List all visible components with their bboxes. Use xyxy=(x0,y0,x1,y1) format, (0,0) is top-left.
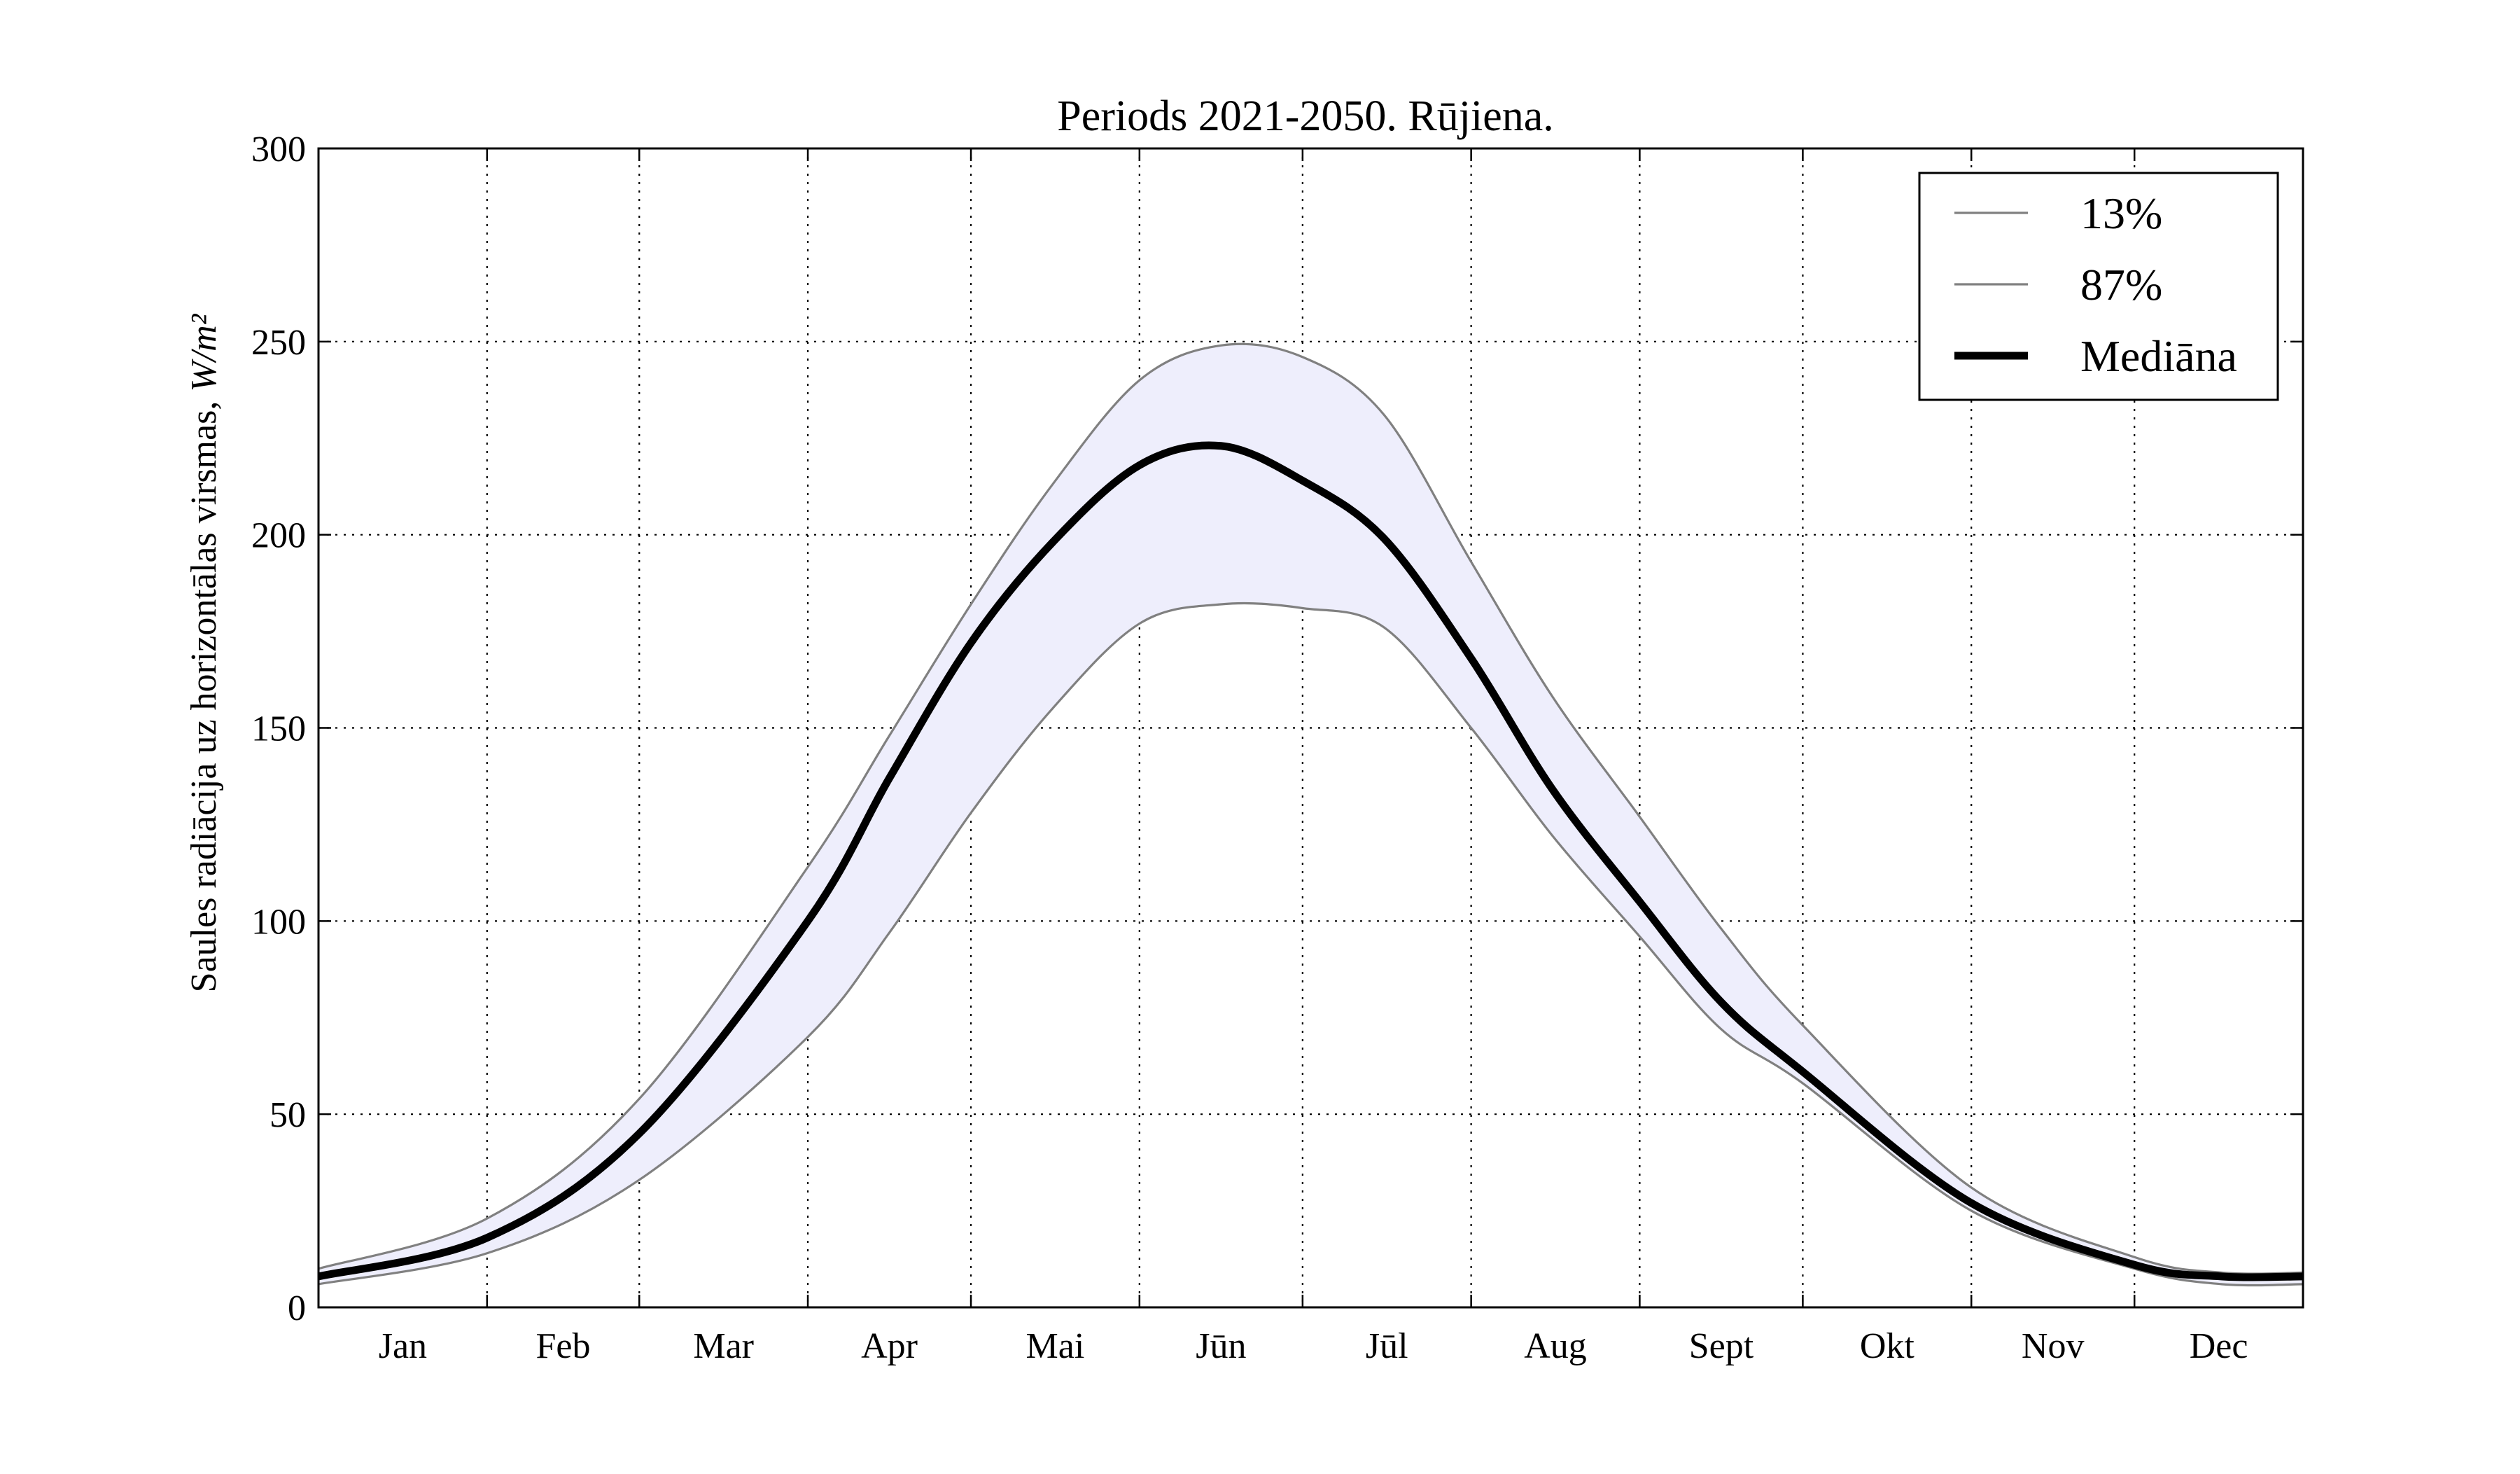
y-tick-label-0: 0 xyxy=(288,1288,306,1328)
x-tick-label-nov: Nov xyxy=(2022,1326,2085,1366)
y-axis-title-text: Saules radiācija uz horizontālas virsmas… xyxy=(184,392,224,993)
x-tick-label-jan: Jan xyxy=(379,1326,427,1366)
legend-box xyxy=(1918,172,2279,401)
plot-area: 0 50 100 150 200 250 300 Jan Feb Mar Apr Mai Jūn Jūl A… xyxy=(251,130,2304,1366)
series-line-3 xyxy=(318,441,2303,1281)
legend: 13% 87% Mediāna xyxy=(1918,172,2279,401)
chart-title: Periods 2021-2050. Rūjiena. xyxy=(1057,92,1554,140)
legend-label-3: Mediāna xyxy=(2080,331,2237,381)
legend-label-1: 13% xyxy=(2080,188,2162,238)
legend-label-2: 87% xyxy=(2080,260,2162,310)
x-tick-label-apr: Apr xyxy=(861,1326,918,1366)
y-tick-label-100: 100 xyxy=(251,902,306,942)
x-tick-label-feb: Feb xyxy=(536,1326,591,1366)
series-line-2 xyxy=(318,342,2303,1275)
y-axis-title: Saules radiācija uz horizontālas virsmas… xyxy=(184,313,224,992)
y-axis-title-unit: W/m² xyxy=(184,313,224,391)
x-tick-label-jūl: Jūl xyxy=(1366,1326,1408,1366)
x-tick-label-okt: Okt xyxy=(1860,1326,1915,1366)
y-tick-label-150: 150 xyxy=(251,709,306,749)
x-tick-label-mar: Mar xyxy=(693,1326,754,1366)
series-line-1 xyxy=(318,602,2303,1287)
x-tick-label-jūn: Jūn xyxy=(1196,1326,1246,1366)
x-tick-label-aug: Aug xyxy=(1524,1326,1587,1366)
x-tick-label-mai: Mai xyxy=(1026,1326,1085,1366)
x-tick-label-dec: Dec xyxy=(2190,1326,2248,1366)
y-tick-label-250: 250 xyxy=(251,323,306,363)
band-fill xyxy=(318,344,2303,1286)
y-tick-label-200: 200 xyxy=(251,516,306,556)
x-tick-label-sept: Sept xyxy=(1689,1326,1754,1366)
y-tick-label-300: 300 xyxy=(251,130,306,169)
y-tick-label-50: 50 xyxy=(270,1095,306,1135)
